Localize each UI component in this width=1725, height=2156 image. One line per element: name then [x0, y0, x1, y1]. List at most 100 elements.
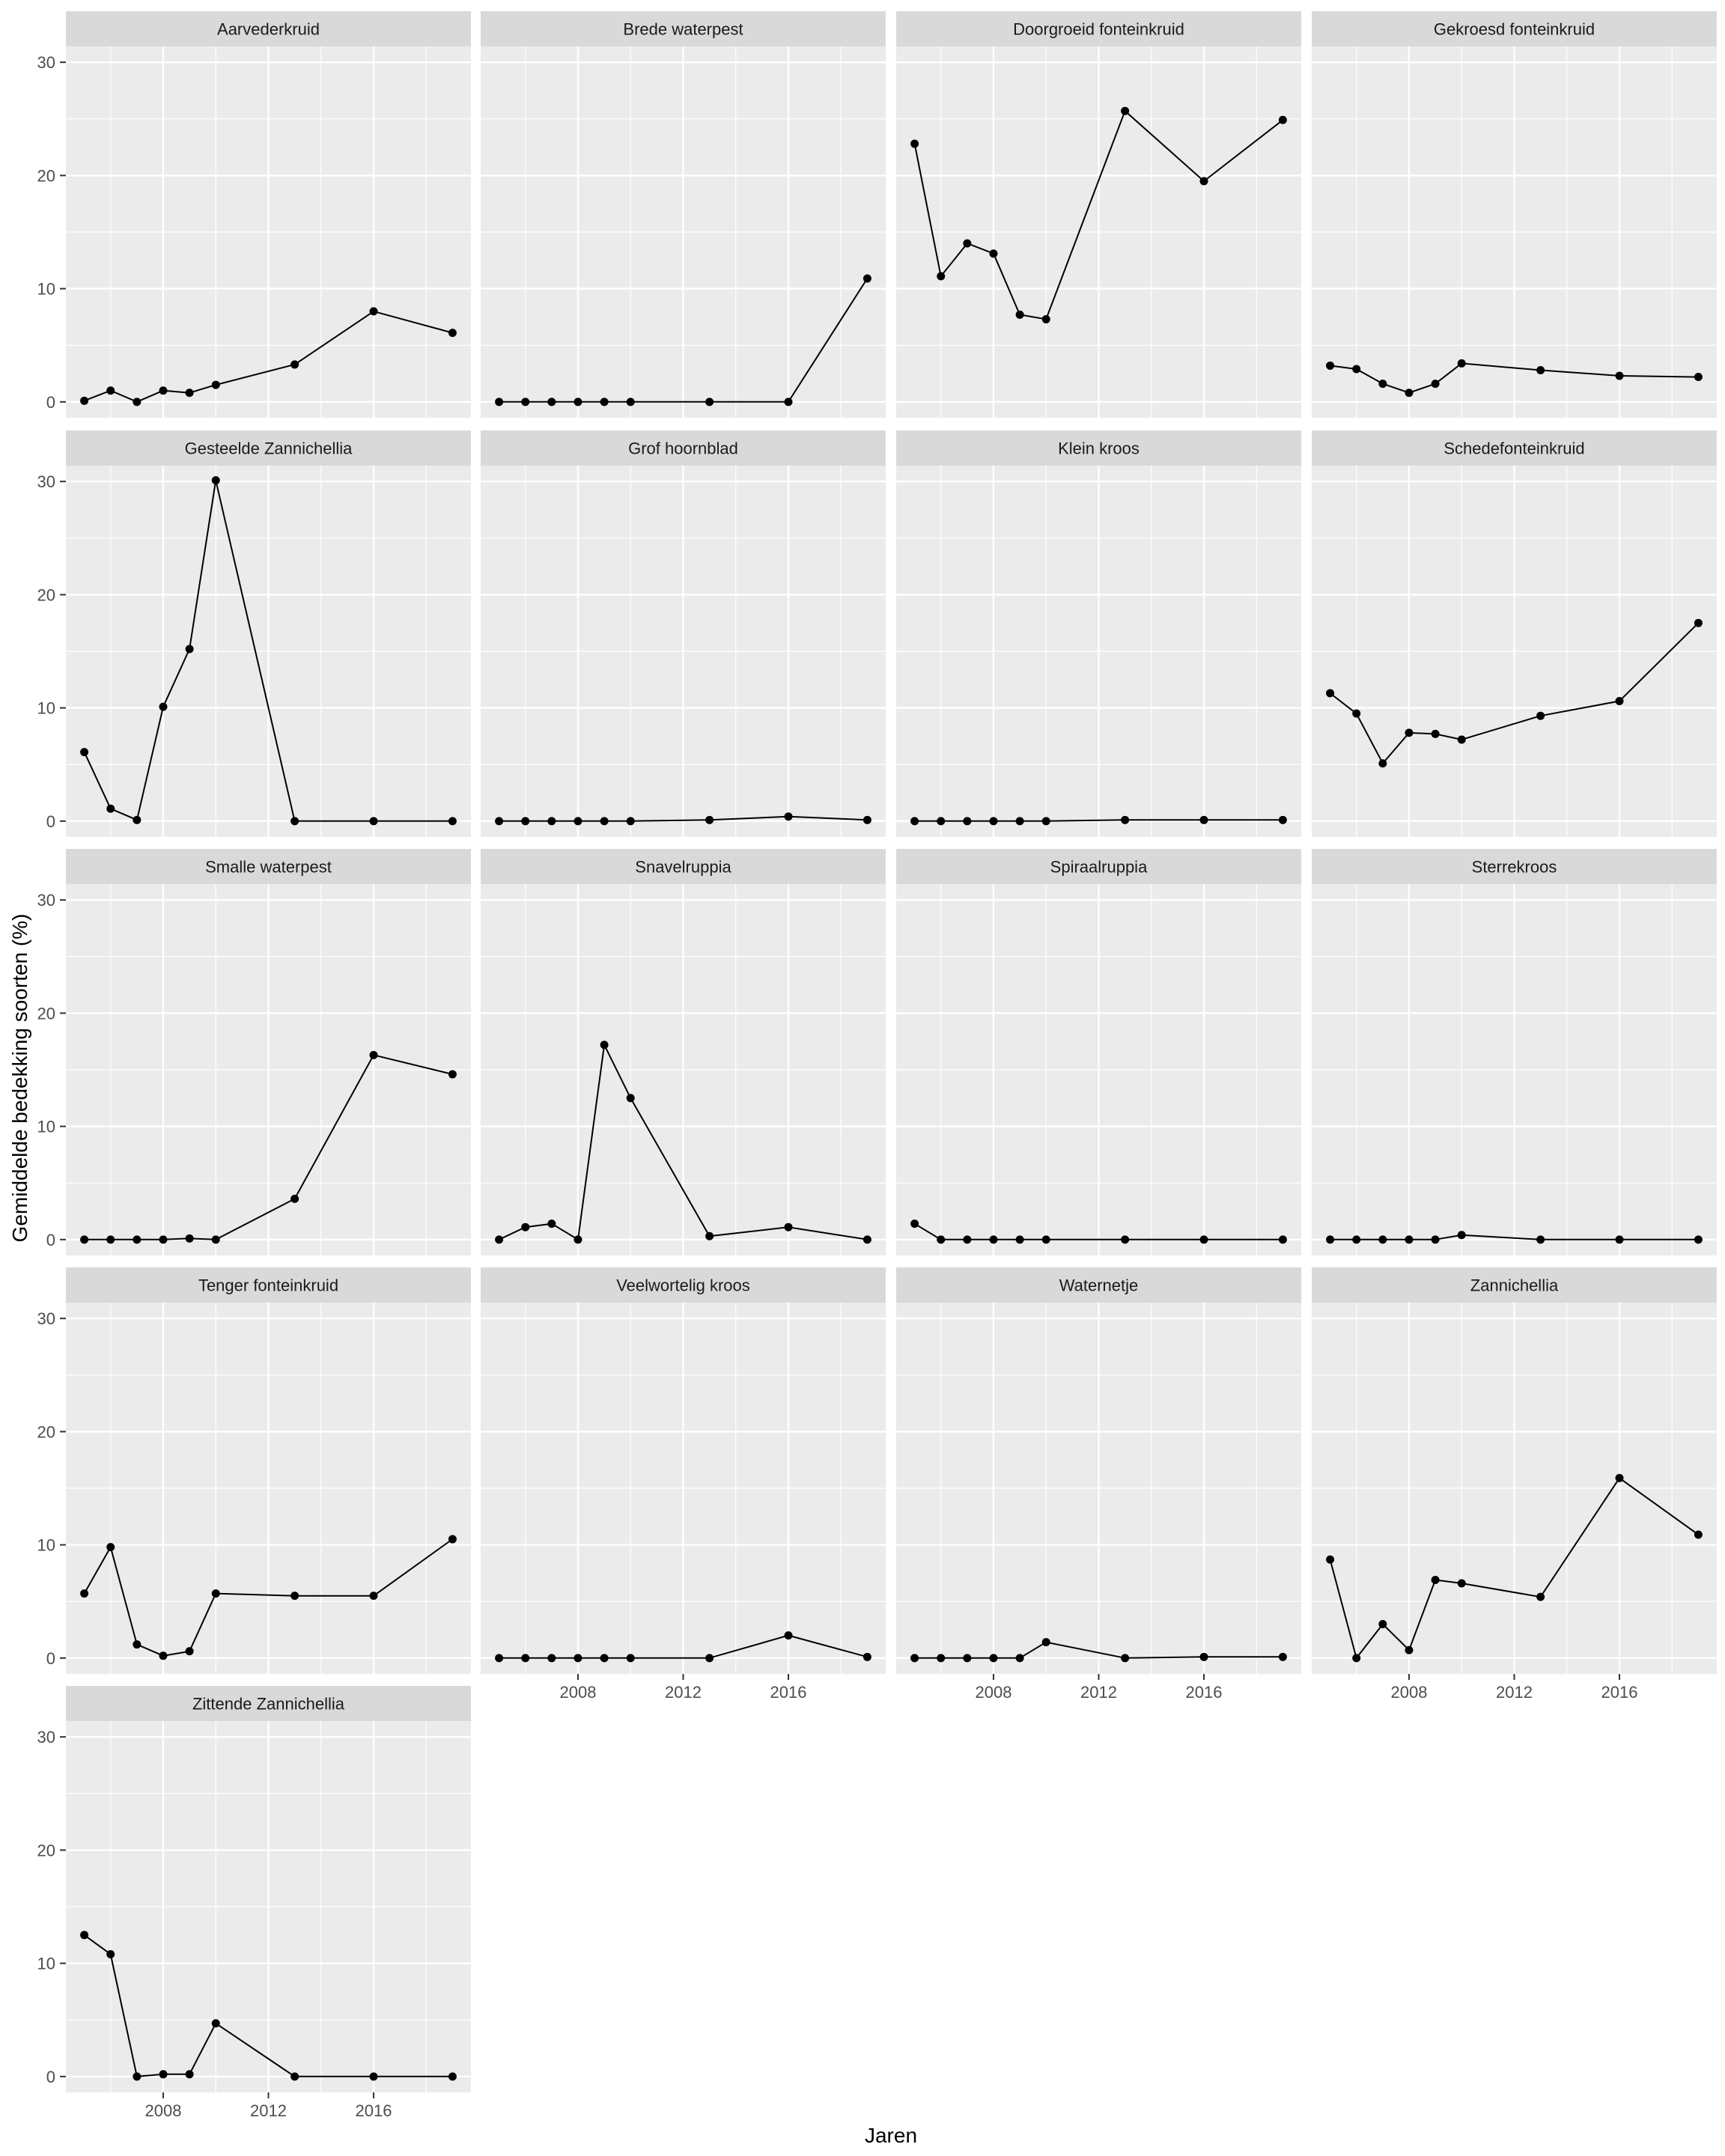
y-axis-title: Gemiddelde bedekking soorten (%) — [8, 914, 31, 1243]
data-point — [1431, 1235, 1440, 1244]
data-point — [159, 702, 168, 711]
data-point — [784, 1222, 793, 1231]
data-point — [937, 1654, 946, 1663]
data-point — [1015, 1235, 1024, 1244]
data-point — [448, 329, 457, 338]
data-point — [495, 398, 504, 406]
facet-strip — [481, 1267, 886, 1303]
y-tick-label: 20 — [37, 585, 55, 604]
data-point — [1121, 106, 1130, 115]
data-point — [989, 817, 998, 826]
data-point — [159, 2070, 168, 2079]
data-point — [290, 1592, 299, 1601]
data-point — [1352, 709, 1361, 718]
data-point — [937, 1235, 946, 1244]
facet-panel: Smalle waterpest 0 10 20 30 — [37, 849, 471, 1255]
facet-strip-label: Veelwortelig kroos — [616, 1276, 750, 1295]
data-point — [133, 1235, 142, 1244]
x-tick-label: 2012 — [1496, 1683, 1533, 1702]
data-point — [963, 1235, 972, 1244]
facet-strip-label: Grof hoornblad — [628, 439, 738, 458]
facet-strip-label: Gekroesd fonteinkruid — [1434, 20, 1595, 39]
y-tick-label: 30 — [37, 1728, 55, 1747]
data-point — [448, 2072, 457, 2081]
facet-strip-label: Brede waterpest — [623, 20, 743, 39]
data-point — [937, 272, 946, 281]
facet-strip-label: Schedefonteinkruid — [1443, 439, 1584, 458]
y-tick-label: 10 — [37, 1118, 55, 1136]
x-tick-label: 2008 — [145, 2101, 182, 2120]
data-point — [600, 1041, 609, 1050]
facet-strip — [66, 430, 471, 466]
facet-strip — [896, 430, 1301, 466]
facet-panel: Zittende Zannichellia 0 10 20 30 2008 2012 2016 — [37, 1686, 471, 2120]
facet-panel: Gekroesd fonteinkruid — [1312, 11, 1717, 418]
facet-strip — [1312, 430, 1717, 466]
data-point — [574, 1235, 582, 1244]
data-point — [448, 1535, 457, 1544]
data-point — [910, 817, 919, 826]
data-point — [600, 398, 609, 406]
data-point — [80, 396, 89, 405]
facet-strip-label: Klein kroos — [1058, 439, 1140, 458]
data-point — [1457, 359, 1466, 368]
data-point — [1378, 380, 1387, 389]
data-point — [211, 380, 220, 389]
y-tick-label: 20 — [37, 1004, 55, 1023]
data-point — [1278, 1652, 1287, 1661]
data-point — [80, 1931, 89, 1940]
y-tick-label: 10 — [37, 699, 55, 718]
data-point — [1378, 1619, 1387, 1628]
facet-strip — [66, 1686, 471, 1721]
data-point — [211, 2019, 220, 2028]
data-point — [1536, 1235, 1545, 1244]
y-tick-label: 20 — [37, 1422, 55, 1441]
data-point — [1015, 817, 1024, 826]
facet-strip — [481, 849, 886, 884]
data-point — [1199, 815, 1208, 824]
data-point — [705, 398, 714, 406]
data-point — [547, 1219, 556, 1228]
data-point — [133, 815, 142, 824]
facet-panel: Sterrekroos — [1312, 849, 1717, 1255]
data-point — [1694, 1235, 1703, 1244]
data-point — [1431, 1575, 1440, 1584]
y-tick-label: 20 — [37, 166, 55, 185]
facet-strip-label: Sterrekroos — [1472, 858, 1557, 877]
facet-panel: Waternetje 2008 2012 2016 — [896, 1267, 1301, 1702]
x-tick-label: 2008 — [976, 1683, 1012, 1702]
facet-strip — [1312, 11, 1717, 46]
data-point — [185, 1647, 194, 1656]
facet-strip — [66, 1267, 471, 1303]
facet-strip-label: Waternetje — [1059, 1276, 1139, 1295]
data-point — [784, 1631, 793, 1640]
x-tick-label: 2016 — [1186, 1683, 1223, 1702]
data-point — [1326, 361, 1335, 370]
data-point — [1431, 729, 1440, 738]
data-point — [862, 1235, 871, 1244]
data-point — [448, 1070, 457, 1079]
data-point — [600, 817, 609, 826]
data-point — [989, 1235, 998, 1244]
data-point — [1278, 115, 1287, 124]
facet-strip-label: Tenger fonteinkruid — [198, 1276, 338, 1295]
data-point — [1378, 1235, 1387, 1244]
data-point — [1457, 1231, 1466, 1240]
data-point — [862, 815, 871, 824]
facet-strip — [66, 11, 471, 46]
data-point — [547, 398, 556, 406]
data-point — [1199, 1652, 1208, 1661]
data-point — [495, 817, 504, 826]
facet-panel: Brede waterpest — [481, 11, 886, 418]
data-point — [80, 1589, 89, 1598]
facet-strip-label: Snavelruppia — [635, 858, 731, 877]
data-point — [1352, 1654, 1361, 1663]
data-point — [185, 2070, 194, 2079]
data-point — [963, 817, 972, 826]
facet-strip — [896, 849, 1301, 884]
data-point — [80, 1235, 89, 1244]
data-point — [1041, 817, 1050, 826]
data-point — [521, 1222, 530, 1231]
data-point — [133, 2072, 142, 2081]
data-point — [626, 817, 635, 826]
